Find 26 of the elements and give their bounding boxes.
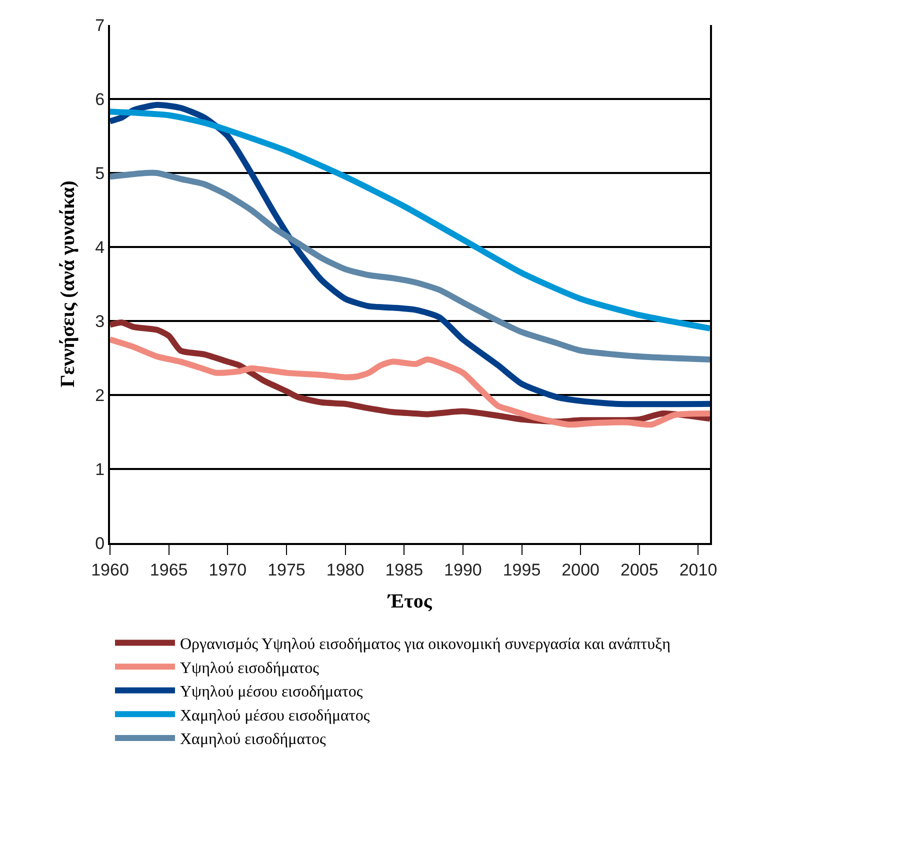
- x-tick-label: 1960: [91, 560, 129, 580]
- y-axis-title: Γεννήσεις (ανά γυναίκα): [57, 180, 80, 388]
- y-tick-label: 0: [95, 534, 105, 553]
- y-tick-label: 7: [95, 16, 105, 35]
- y-tick-label: 1: [95, 460, 105, 479]
- legend-label: Υψηλού εισοδήματος: [180, 660, 320, 677]
- x-tick-label: 1995: [502, 560, 541, 580]
- y-tick-label: 3: [95, 312, 105, 331]
- x-tick-label: 2000: [562, 560, 600, 580]
- legend-label: Χαμηλού εισοδήματος: [180, 731, 327, 748]
- x-tick-label: 1970: [208, 560, 247, 580]
- x-tick-label: 2005: [620, 560, 658, 580]
- x-tick-label: 1975: [268, 560, 306, 580]
- y-tick-label: 4: [95, 238, 105, 257]
- x-tick-label: 1990: [444, 560, 482, 580]
- x-tick-label: 1965: [150, 560, 188, 580]
- y-tick-label: 5: [95, 164, 105, 183]
- x-tick-label: 1985: [385, 560, 424, 580]
- legend-label: Χαμηλού μέσου εισοδήματος: [180, 707, 370, 724]
- legend-label: Υψηλού μέσου εισοδήματος: [180, 684, 364, 701]
- x-axis-title: Έτος: [387, 590, 432, 612]
- legend-label: Οργανισμός Υψηλού εισοδήματος για οικονομική συνεργασία και ανάπτυξη: [180, 636, 670, 654]
- x-tick-label: 2010: [679, 560, 718, 580]
- x-tick-label: 1980: [326, 560, 364, 580]
- y-tick-label: 6: [95, 90, 105, 109]
- y-tick-label: 2: [95, 386, 105, 405]
